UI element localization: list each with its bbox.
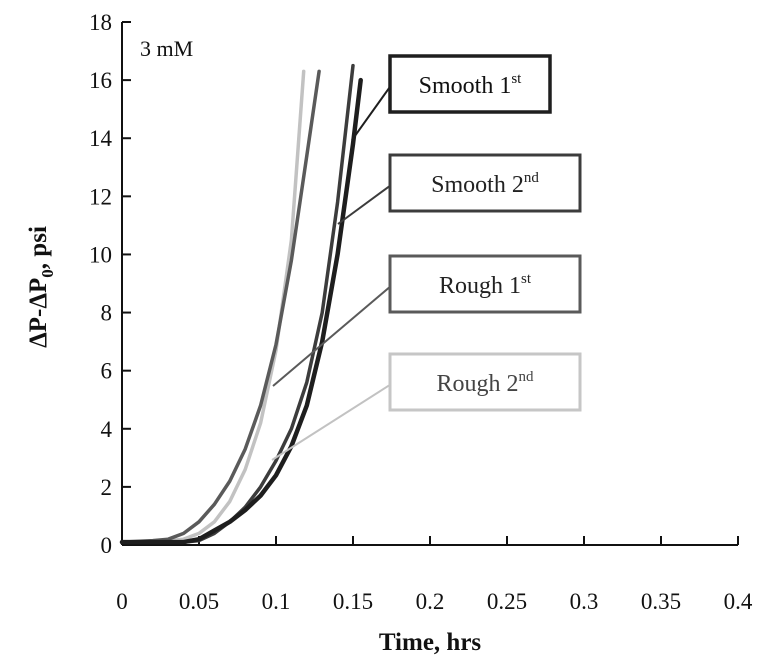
- legend-box-2: [388, 153, 582, 213]
- y-axis-title-subscript: 0: [38, 269, 57, 278]
- series-line-3: [120, 69, 321, 544]
- x-axis-title: Time, hrs: [379, 629, 482, 656]
- legend-leader-1: [351, 86, 391, 141]
- x-tick-label: 0.25: [487, 589, 527, 614]
- legend-superscript: st: [511, 71, 522, 87]
- y-tick-label: 8: [101, 301, 113, 326]
- x-tick-label: 0.15: [333, 589, 373, 614]
- legend-label-3: Rough 1st: [439, 271, 532, 299]
- y-tick-label: 10: [89, 242, 112, 267]
- legend-box-1: [388, 54, 552, 114]
- legend-name: Smooth 1: [419, 73, 512, 99]
- y-tick-label: 2: [101, 475, 113, 500]
- series-lines: [119, 63, 363, 545]
- x-tick-label: 0.35: [641, 589, 681, 614]
- legend-superscript: st: [521, 271, 532, 287]
- x-tick-label: 0: [116, 589, 128, 614]
- x-tick-label: 0.2: [416, 589, 445, 614]
- x-tick-label: 0.1: [262, 589, 291, 614]
- y-tick-label: 16: [89, 68, 112, 93]
- labels: 3 mM Time, hrs ΔP-ΔP0, psi: [25, 36, 481, 656]
- y-axis-title: ΔP-ΔP0, psi: [25, 226, 57, 348]
- y-tick-label: 6: [101, 359, 113, 384]
- x-tick-label: 0.05: [179, 589, 219, 614]
- legend-superscript: nd: [524, 170, 540, 186]
- y-tick-label: 14: [89, 126, 113, 151]
- legend-leader-2: [337, 184, 391, 225]
- legend-name: Rough 2: [436, 371, 518, 397]
- y-tick-label: 18: [89, 10, 112, 35]
- x-tick-label: 0.4: [724, 589, 753, 614]
- series-line-1: [119, 77, 363, 545]
- legend-label-1: Smooth 1st: [419, 71, 523, 99]
- y-tick-label: 12: [89, 184, 112, 209]
- legend-leader-4: [271, 383, 391, 461]
- y-axis-title-unit: , psi: [25, 226, 52, 269]
- legend-superscript: nd: [519, 369, 535, 385]
- legend-label-2: Smooth 2nd: [431, 170, 539, 198]
- legend-box-3: [388, 254, 582, 314]
- annotation-label: 3 mM: [140, 36, 193, 61]
- legend-leader-3: [272, 286, 391, 387]
- legend-name: Smooth 2: [431, 172, 524, 198]
- x-tick-label: 0.3: [570, 589, 599, 614]
- legend-label-4: Rough 2nd: [436, 369, 534, 397]
- y-axis-title-main: ΔP-ΔP: [25, 278, 52, 348]
- y-tick-label: 0: [101, 533, 113, 558]
- axes: 0 2 4 6 8 10 12 14 16 18 0 0.05 0.1 0.15 0.2 0.25 0.3 0.3…: [89, 10, 753, 614]
- legend-box-4: [388, 352, 582, 412]
- series-line-2: [120, 63, 355, 544]
- legend-name: Rough 1: [439, 273, 521, 299]
- y-tick-label: 4: [101, 417, 113, 442]
